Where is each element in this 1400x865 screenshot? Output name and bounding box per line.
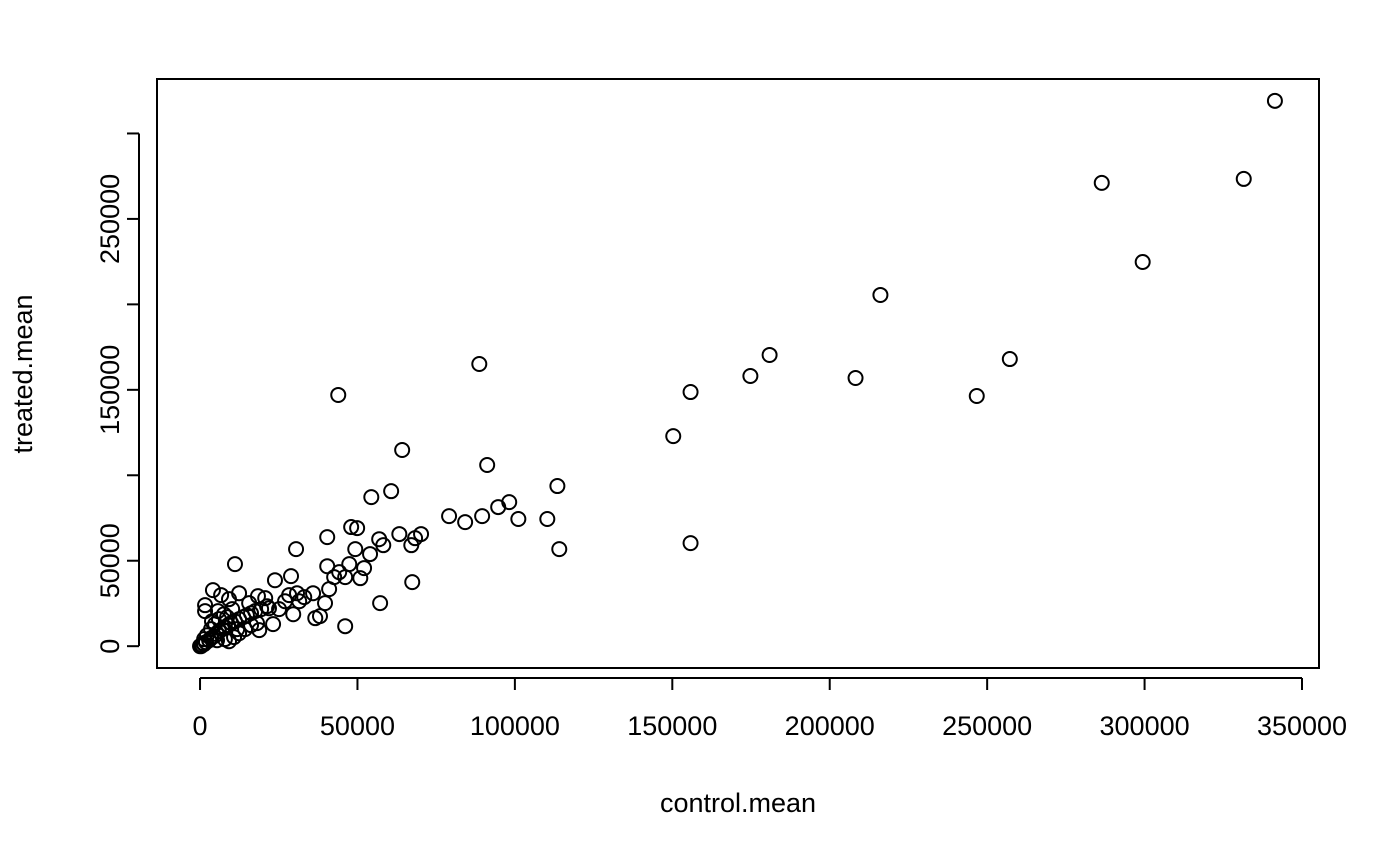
point (231, 585, 248, 602)
point (490, 499, 507, 516)
y-axis-label: treated.mean (8, 294, 38, 453)
point (257, 590, 274, 607)
point (539, 511, 556, 528)
point (285, 606, 302, 623)
point (337, 618, 354, 635)
point (249, 615, 266, 632)
point (1235, 170, 1252, 187)
x-tick-label: 0 (193, 711, 208, 741)
point (404, 574, 421, 591)
point (441, 508, 458, 525)
y-tick-label: 0 (95, 639, 125, 654)
point (317, 595, 334, 612)
point (372, 595, 389, 612)
point (210, 611, 227, 628)
x-tick-label: 300000 (1100, 711, 1190, 741)
point (349, 520, 366, 537)
point (1266, 92, 1283, 109)
point (229, 621, 246, 638)
point (224, 601, 241, 618)
point (213, 587, 230, 604)
point (226, 556, 243, 573)
point (375, 537, 392, 554)
point (394, 441, 411, 458)
point (305, 585, 322, 602)
point (226, 629, 243, 646)
x-tick-label: 100000 (470, 711, 560, 741)
point (551, 541, 568, 558)
point (363, 489, 380, 506)
point (331, 564, 348, 581)
point (383, 483, 400, 500)
y-tick-label: 50000 (95, 523, 125, 598)
point (403, 537, 420, 554)
x-tick-label: 250000 (942, 711, 1032, 741)
point (474, 508, 491, 525)
point (204, 582, 221, 599)
x-tick-label: 150000 (627, 711, 717, 741)
point (271, 601, 288, 618)
point (192, 638, 209, 655)
point (362, 546, 379, 563)
point (321, 581, 338, 598)
x-tick-label: 200000 (785, 711, 875, 741)
x-axis-label: control.mean (660, 788, 816, 818)
plot-box (156, 78, 1320, 669)
point (283, 568, 300, 585)
point (219, 609, 236, 626)
point (343, 519, 360, 536)
point (968, 387, 985, 404)
point (216, 631, 233, 648)
point (347, 541, 364, 558)
y-tick-label: 250000 (95, 174, 125, 264)
point (1093, 174, 1110, 191)
point (352, 570, 369, 587)
point (391, 526, 408, 543)
point (510, 511, 527, 528)
point (1134, 253, 1151, 270)
point (742, 367, 759, 384)
x-tick-label: 350000 (1257, 711, 1347, 741)
point (288, 541, 305, 558)
point (457, 514, 474, 531)
point (319, 529, 336, 546)
point (266, 572, 283, 589)
point (761, 346, 778, 363)
point (259, 598, 276, 615)
point (307, 610, 324, 627)
point (549, 478, 566, 495)
point (265, 616, 282, 633)
y-tick-label: 150000 (95, 345, 125, 435)
point (1001, 351, 1018, 368)
point (471, 356, 488, 373)
point (872, 286, 889, 303)
point (479, 457, 496, 474)
point (356, 560, 373, 577)
point (682, 384, 699, 401)
point (289, 585, 306, 602)
point (682, 535, 699, 552)
point (197, 597, 214, 614)
point (209, 632, 226, 649)
point (847, 370, 864, 387)
point (665, 428, 682, 445)
x-tick-label: 50000 (320, 711, 395, 741)
point (330, 386, 347, 403)
